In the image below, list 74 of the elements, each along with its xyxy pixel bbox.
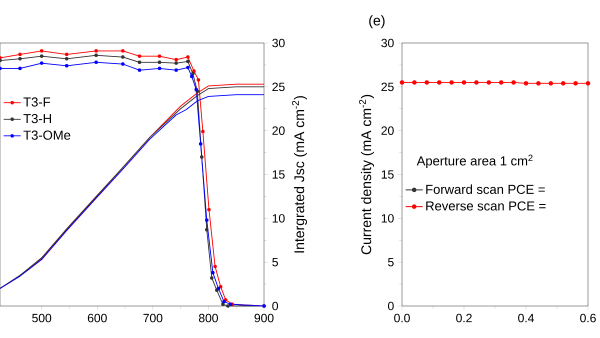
point — [18, 57, 22, 61]
point — [186, 60, 190, 64]
point — [40, 49, 44, 53]
point — [121, 55, 125, 59]
y-tick-label: 10 — [272, 214, 285, 223]
point — [186, 55, 190, 59]
chart-title: (e) — [369, 15, 385, 28]
point — [201, 130, 205, 134]
point — [186, 66, 190, 70]
point — [174, 58, 178, 62]
point — [200, 155, 204, 159]
point — [205, 228, 209, 232]
point — [64, 64, 68, 68]
y-tick-label: 0 — [388, 302, 394, 310]
point — [213, 264, 217, 268]
point — [94, 54, 98, 58]
point — [138, 54, 142, 58]
point — [196, 78, 200, 82]
y-tick-label: 15 — [382, 170, 394, 179]
point — [40, 54, 44, 58]
y-tick-label: 25 — [272, 82, 285, 92]
point — [138, 60, 142, 64]
x-tick-label: 600 — [88, 314, 107, 322]
point — [94, 60, 98, 64]
point — [192, 69, 196, 73]
y-axis-title: Intergrated Jsc (mA cm$^{-2}$) — [292, 96, 307, 253]
legend-label: Reverse scan PCE = — [426, 201, 546, 211]
x-tick-label: 500 — [32, 314, 52, 322]
point — [121, 49, 125, 53]
point — [138, 68, 142, 72]
legend-label: T3-H — [23, 114, 51, 124]
y-tick-label: 15 — [272, 170, 285, 179]
point — [210, 276, 214, 280]
point — [158, 54, 162, 58]
annotation: Aperture area 1 cm$^{2}$ — [416, 154, 533, 168]
point — [158, 66, 162, 70]
y-tick-label: 30 — [381, 38, 394, 48]
point — [64, 57, 68, 61]
x-tick-label: 800 — [198, 314, 218, 322]
point — [207, 208, 211, 212]
point — [94, 49, 98, 53]
point — [226, 304, 230, 308]
legend-label: T3-OMe — [23, 130, 70, 140]
y-tick-label: 10 — [382, 214, 394, 223]
point — [174, 68, 178, 72]
y-tick-label: 5 — [272, 258, 278, 266]
point — [198, 142, 202, 146]
y-tick-label: 20 — [272, 126, 285, 135]
point — [121, 62, 125, 66]
point — [18, 52, 22, 56]
point — [18, 66, 22, 70]
y-axis-title: Current density (mA cm$^{-2}$) — [359, 94, 374, 254]
point — [174, 61, 178, 65]
legend-label: T3-F — [23, 97, 50, 107]
x-tick-label: 0.6 — [580, 314, 596, 322]
y-tick-label: 30 — [272, 38, 285, 48]
point — [190, 74, 194, 78]
point — [191, 72, 195, 76]
x-tick-label: 700 — [143, 314, 162, 322]
y-tick-label: 0 — [272, 302, 278, 310]
x-tick-label: 900 — [254, 314, 274, 322]
legend-label: Forward scan PCE = — [426, 184, 545, 194]
point — [40, 61, 44, 65]
point — [221, 302, 225, 306]
x-tick-label: 0.4 — [518, 314, 534, 322]
point — [205, 218, 209, 222]
y-tick-label: 25 — [381, 82, 394, 92]
y-tick-label: 5 — [388, 258, 394, 266]
x-tick-label: 0.0 — [394, 314, 410, 322]
point — [211, 270, 215, 274]
y-tick-label: 20 — [381, 126, 394, 135]
point — [64, 52, 68, 56]
x-tick-label: 0.2 — [456, 314, 472, 322]
point — [158, 60, 162, 64]
